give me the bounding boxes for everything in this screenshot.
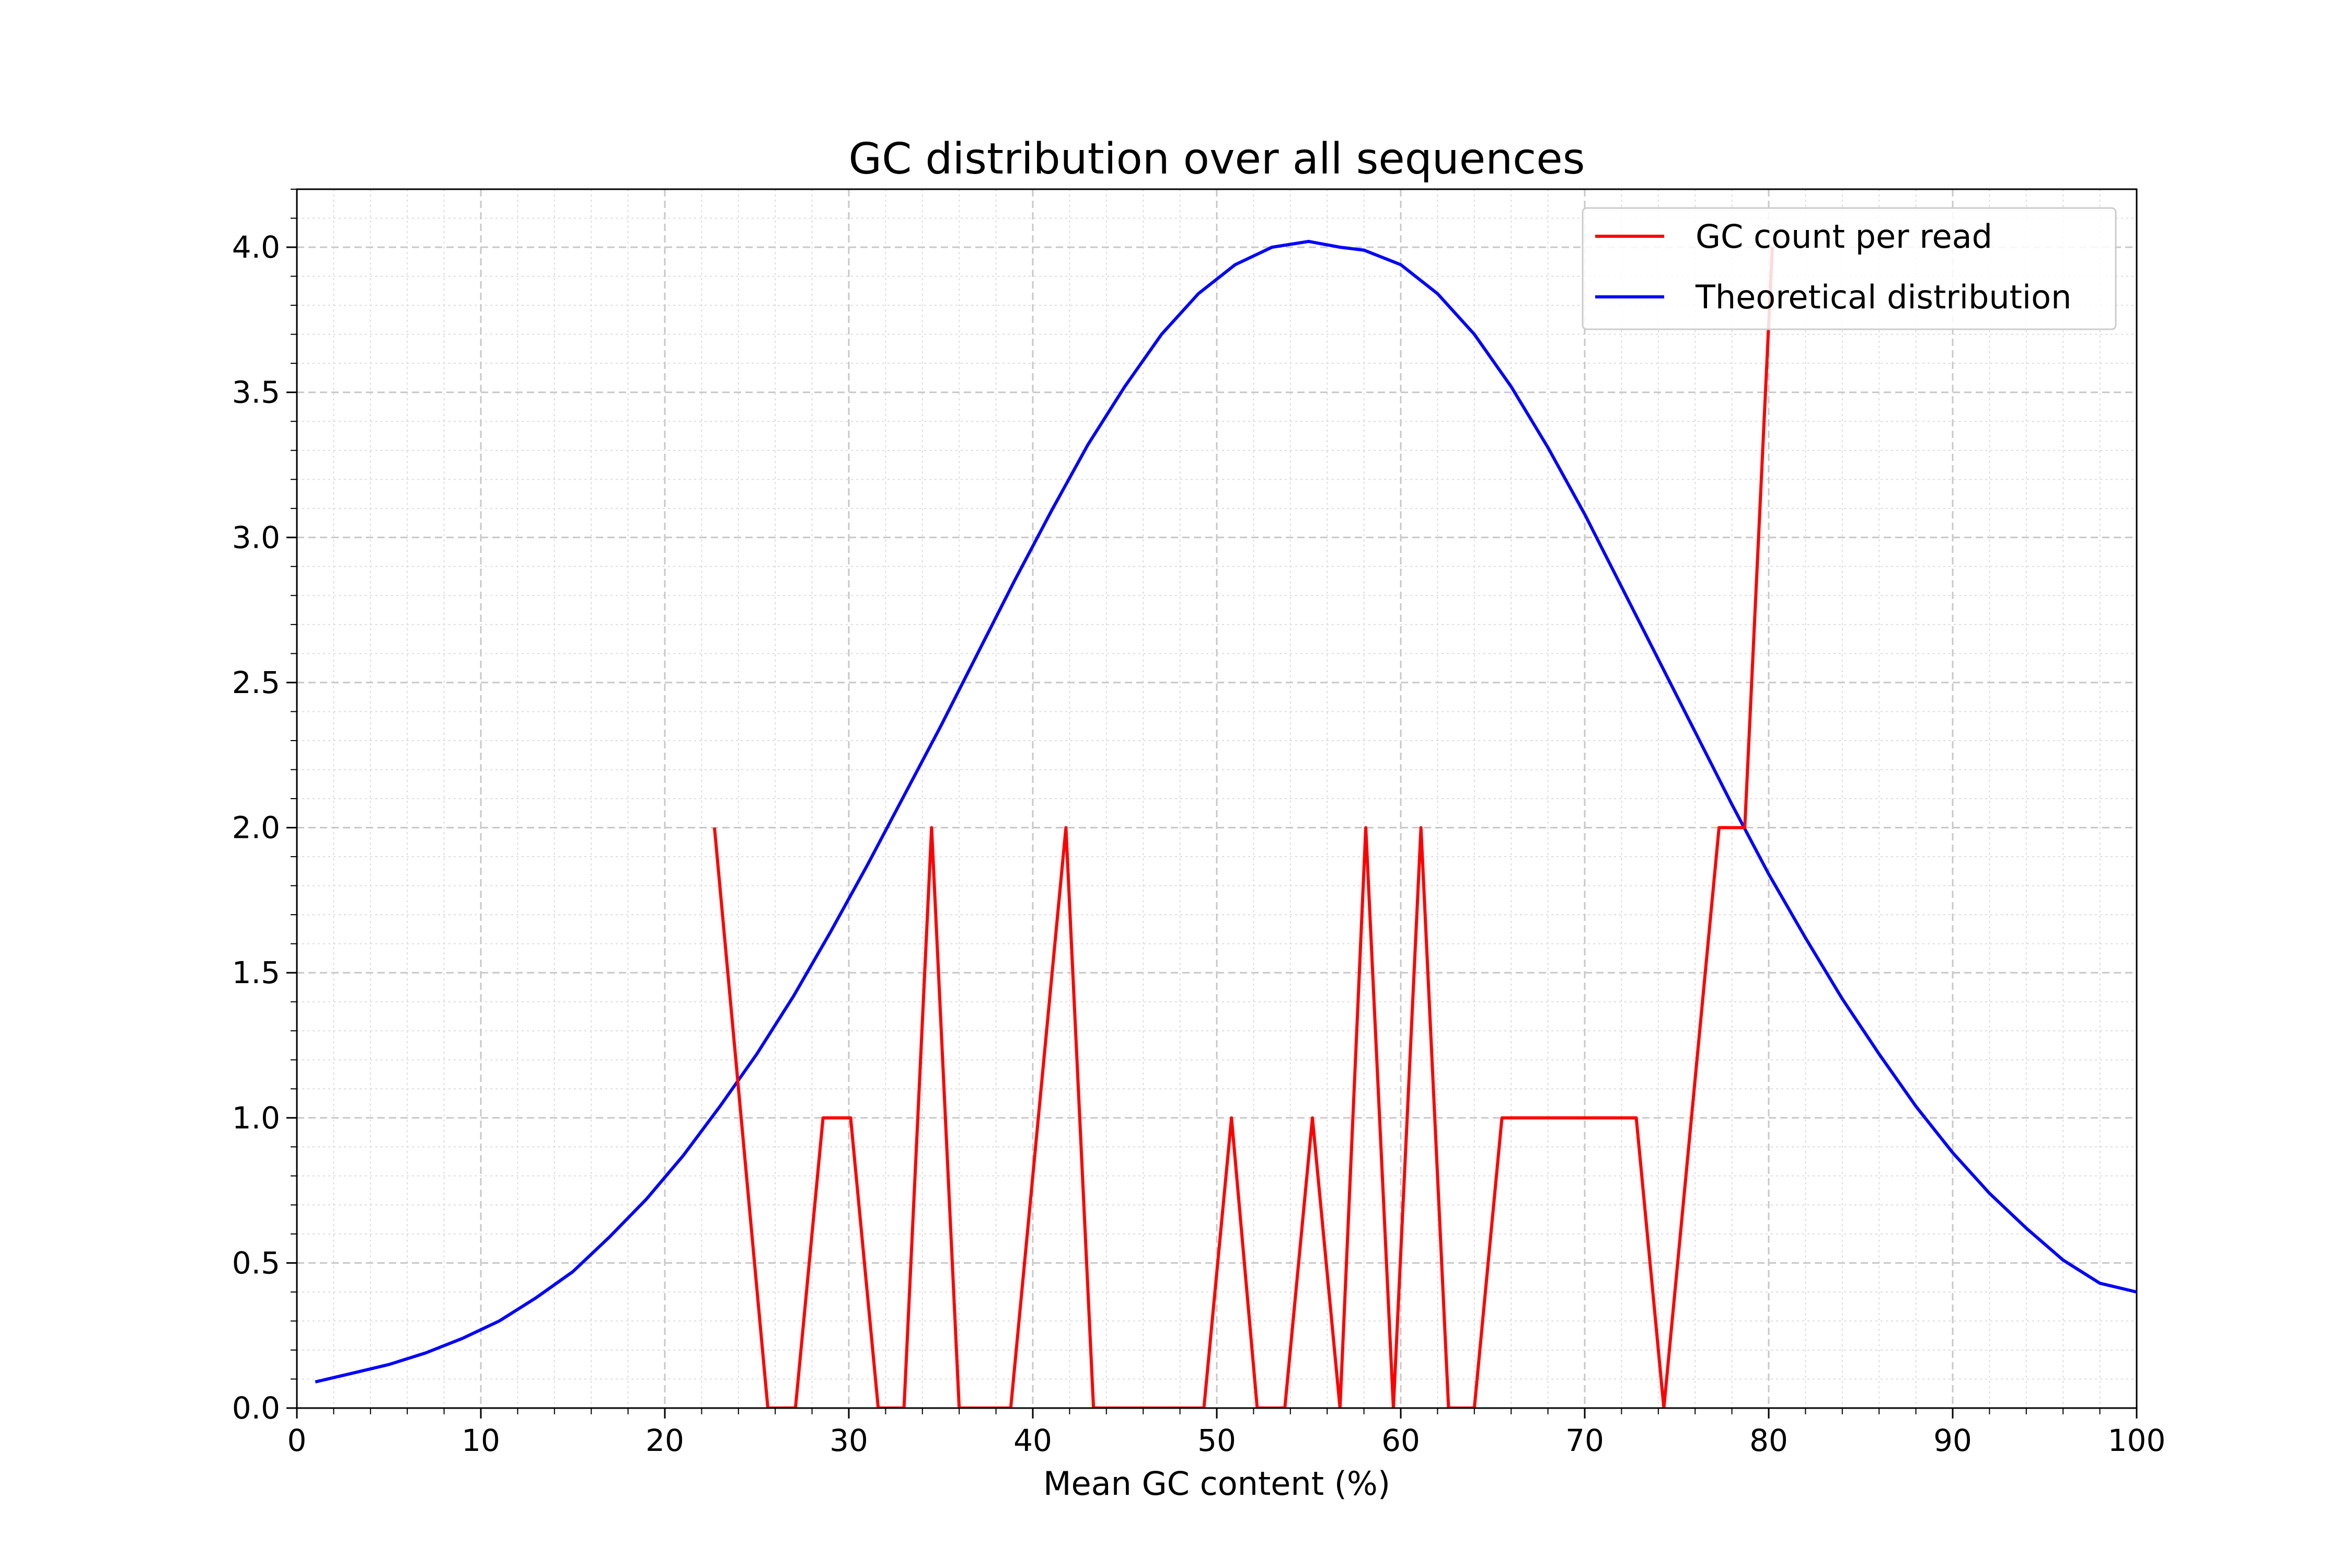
y-tick-label: 1.5 <box>232 955 280 990</box>
y-tick-label: 0.0 <box>232 1390 280 1426</box>
x-tick-label: 40 <box>1013 1423 1052 1458</box>
legend-label-theoretical: Theoretical distribution <box>1695 278 2071 316</box>
series-line-gc-count <box>713 247 1774 1408</box>
x-tick-label: 0 <box>287 1423 307 1458</box>
chart-title: GC distribution over all sequences <box>849 134 1585 184</box>
x-tick-label: 80 <box>1749 1423 1788 1458</box>
x-tick-label: 60 <box>1381 1423 1420 1458</box>
y-tick-label: 3.5 <box>232 375 280 410</box>
y-tick-label: 2.5 <box>232 665 280 700</box>
y-tick-label: 4.0 <box>232 229 280 265</box>
x-tick-label: 10 <box>462 1423 500 1458</box>
x-tick-label: 30 <box>829 1423 868 1458</box>
series-layer <box>315 239 2137 1408</box>
legend-label-gc-count: GC count per read <box>1696 217 1992 256</box>
y-tick-label: 0.5 <box>232 1245 280 1281</box>
y-tick-label: 3.0 <box>232 520 280 555</box>
legend: GC count per read Theoretical distributi… <box>1582 207 2117 330</box>
series-line-theoretical <box>315 239 2137 1383</box>
x-tick-label: 90 <box>1933 1423 1972 1458</box>
y-tick-label: 2.0 <box>232 810 280 846</box>
x-tick-label: 100 <box>2108 1423 2166 1458</box>
x-tick-label: 70 <box>1565 1423 1604 1458</box>
y-tick-label: 1.0 <box>232 1100 280 1136</box>
x-tick-label: 20 <box>645 1423 684 1458</box>
x-axis-title: Mean GC content (%) <box>1043 1465 1390 1503</box>
ticks-layer: 0 10 20 30 40 50 60 70 80 90 100 0.0 0.5 1.0 1.5 2.0 2.5… <box>232 189 2166 1458</box>
legend-box <box>1582 207 2117 330</box>
x-tick-label: 50 <box>1197 1423 1236 1458</box>
